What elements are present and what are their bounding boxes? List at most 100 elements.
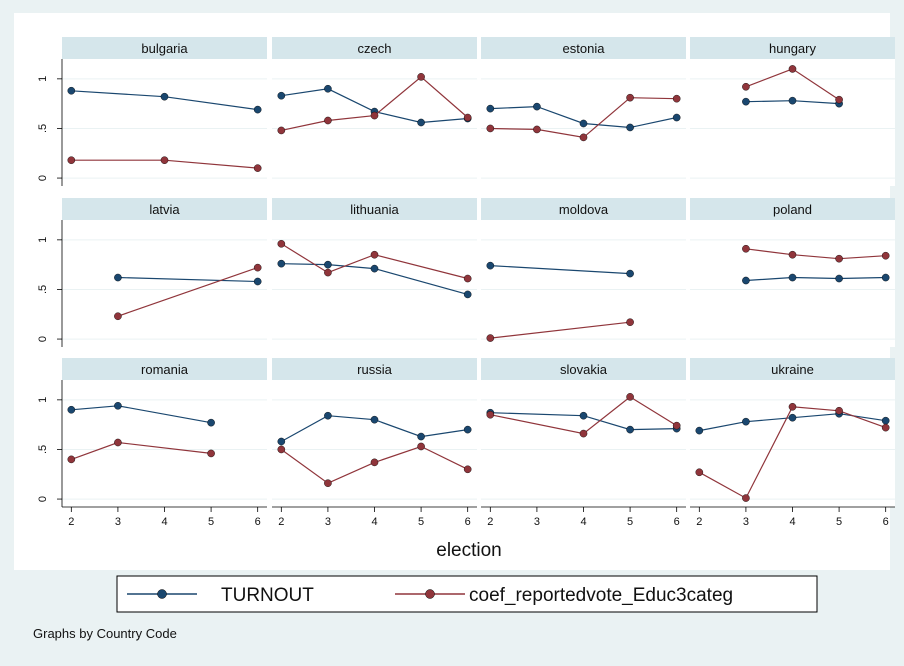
data-point-coef-reportedvote-educ3categ bbox=[67, 156, 76, 165]
panel-plot-area bbox=[62, 380, 267, 507]
y-tick-label: 1 bbox=[37, 76, 49, 82]
data-point-turnout bbox=[579, 411, 588, 420]
data-point-coef-reportedvote-educ3categ bbox=[324, 116, 332, 125]
panel-plot-area bbox=[272, 220, 477, 347]
data-point-coef-reportedvote-educ3categ bbox=[579, 133, 588, 142]
data-point-coef-reportedvote-educ3categ bbox=[486, 410, 495, 419]
panel-title: slovakia bbox=[560, 362, 608, 377]
panel-strip bbox=[62, 198, 267, 220]
data-point-coef-reportedvote-educ3categ bbox=[486, 124, 495, 133]
x-tick-label: 6 bbox=[674, 516, 680, 528]
y-tick-label: .5 bbox=[37, 285, 49, 294]
panel-strip bbox=[690, 358, 895, 380]
data-point-coef-reportedvote-educ3categ bbox=[881, 251, 890, 260]
legend-marker-coef bbox=[425, 589, 435, 599]
x-tick-label: 4 bbox=[371, 516, 377, 528]
data-point-turnout bbox=[835, 274, 843, 283]
panel-strip bbox=[62, 358, 267, 380]
panel-plot-area bbox=[272, 59, 477, 186]
x-tick-label: 6 bbox=[255, 516, 261, 528]
panel-strip bbox=[272, 198, 477, 220]
data-point-coef-reportedvote-educ3categ bbox=[417, 73, 425, 81]
panel-estonia: estonia bbox=[481, 37, 686, 186]
y-tick-label: 1 bbox=[37, 397, 49, 403]
data-point-turnout bbox=[67, 86, 76, 95]
data-point-turnout bbox=[579, 119, 588, 128]
data-point-turnout bbox=[253, 105, 262, 114]
data-point-turnout bbox=[626, 269, 634, 278]
legend: TURNOUT coef_reportedvote_Educ3categ bbox=[116, 575, 818, 613]
data-point-turnout bbox=[370, 264, 379, 273]
panel-strip bbox=[272, 358, 477, 380]
panel-hungary: hungary bbox=[690, 37, 895, 186]
data-point-coef-reportedvote-educ3categ bbox=[463, 465, 472, 474]
panel-title: moldova bbox=[559, 202, 609, 217]
panel-title: bulgaria bbox=[141, 41, 188, 56]
data-point-coef-reportedvote-educ3categ bbox=[788, 65, 797, 73]
panel-czech: czech bbox=[272, 37, 477, 186]
data-point-turnout bbox=[881, 416, 890, 425]
data-point-coef-reportedvote-educ3categ bbox=[881, 423, 890, 432]
data-point-coef-reportedvote-educ3categ bbox=[835, 254, 843, 263]
x-tick-label: 3 bbox=[325, 516, 331, 528]
data-point-turnout bbox=[463, 290, 472, 299]
data-point-coef-reportedvote-educ3categ bbox=[370, 250, 379, 259]
panel-russia: russia 2 3 4 5 6 bbox=[272, 358, 477, 528]
x-tick-label: 4 bbox=[580, 516, 586, 528]
panel-title: latvia bbox=[149, 202, 180, 217]
panel-plot-area bbox=[690, 220, 895, 347]
data-point-turnout bbox=[486, 261, 495, 270]
series-line-turnout bbox=[490, 265, 631, 275]
panel-strip bbox=[690, 37, 895, 59]
series-line-coef-reportedvote-educ3categ bbox=[745, 248, 886, 260]
panel-plot-area bbox=[62, 220, 267, 347]
data-point-coef-reportedvote-educ3categ bbox=[835, 406, 843, 415]
data-point-coef-reportedvote-educ3categ bbox=[324, 268, 332, 277]
data-point-turnout bbox=[417, 432, 425, 441]
data-point-coef-reportedvote-educ3categ bbox=[742, 494, 750, 502]
series-line-turnout bbox=[490, 412, 677, 431]
data-point-turnout bbox=[324, 411, 332, 420]
data-point-turnout bbox=[788, 413, 797, 422]
data-point-coef-reportedvote-educ3categ bbox=[788, 402, 797, 411]
data-point-coef-reportedvote-educ3categ bbox=[324, 479, 332, 487]
data-point-coef-reportedvote-educ3categ bbox=[253, 263, 262, 272]
panel-title: poland bbox=[773, 202, 812, 217]
y-tick-label: 1 bbox=[37, 237, 49, 243]
data-point-turnout bbox=[67, 405, 76, 414]
data-point-coef-reportedvote-educ3categ bbox=[114, 312, 122, 321]
panel-strip bbox=[690, 198, 895, 220]
series-line-turnout bbox=[281, 263, 468, 295]
data-point-turnout bbox=[788, 273, 797, 282]
data-point-coef-reportedvote-educ3categ bbox=[277, 240, 286, 248]
data-point-coef-reportedvote-educ3categ bbox=[207, 449, 215, 458]
panels: bulgaria 0 .5 1 czech estonia hungary latvia 0 .5… bbox=[37, 37, 895, 528]
data-point-coef-reportedvote-educ3categ bbox=[486, 334, 495, 342]
data-point-turnout bbox=[695, 426, 704, 435]
y-tick-label: 0 bbox=[37, 496, 49, 502]
panel-plot-area bbox=[62, 59, 267, 186]
data-point-turnout bbox=[277, 437, 286, 446]
data-point-turnout bbox=[114, 273, 122, 282]
y-tick-label: .5 bbox=[37, 124, 49, 133]
data-point-turnout bbox=[626, 123, 634, 132]
panel-poland: poland bbox=[690, 198, 895, 347]
y-tick-label: 0 bbox=[37, 175, 49, 181]
x-tick-label: 3 bbox=[534, 516, 540, 528]
data-point-turnout bbox=[277, 259, 286, 268]
data-point-coef-reportedvote-educ3categ bbox=[370, 458, 379, 467]
data-point-coef-reportedvote-educ3categ bbox=[672, 421, 681, 430]
panel-ukraine: ukraine 2 3 4 5 6 bbox=[690, 358, 895, 528]
legend-box bbox=[116, 575, 818, 613]
panel-latvia: latvia 0 .5 1 bbox=[37, 198, 267, 347]
x-tick-label: 5 bbox=[418, 516, 424, 528]
data-point-turnout bbox=[788, 96, 797, 105]
data-point-turnout bbox=[672, 113, 681, 122]
panel-bulgaria: bulgaria 0 .5 1 bbox=[37, 37, 267, 186]
x-tick-label: 2 bbox=[68, 516, 74, 528]
panel-strip bbox=[481, 198, 686, 220]
panel-strip bbox=[481, 37, 686, 59]
data-point-coef-reportedvote-educ3categ bbox=[626, 393, 634, 401]
x-tick-label: 5 bbox=[836, 516, 842, 528]
panel-lithuania: lithuania bbox=[272, 198, 477, 347]
